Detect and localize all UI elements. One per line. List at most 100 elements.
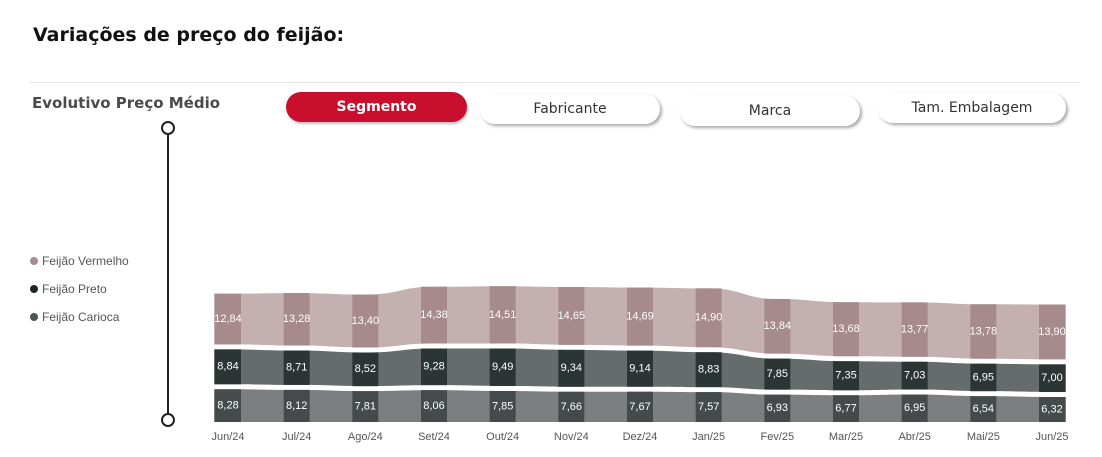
data-label-preto: 7,35 [835, 370, 856, 382]
tab-marca[interactable]: Marca [680, 96, 860, 126]
data-label-carioca: 8,28 [217, 400, 238, 412]
bar-feijao-carioca[interactable] [833, 395, 859, 422]
bar-feijao-preto[interactable] [421, 348, 447, 386]
tab-fabricante[interactable]: Fabricante [480, 94, 660, 124]
bar-feijao-preto[interactable] [695, 352, 722, 388]
bar-feijao-carioca[interactable] [901, 394, 928, 422]
data-label-preto: 8,84 [217, 361, 238, 373]
data-label-preto: 7,85 [767, 368, 788, 380]
bar-feijao-vermelho[interactable] [489, 286, 516, 344]
bar-feijao-vermelho[interactable] [833, 302, 859, 357]
bar-feijao-carioca[interactable] [1039, 397, 1065, 422]
x-tick-label: Jun/24 [211, 431, 244, 443]
data-label-carioca: 8,06 [423, 400, 444, 412]
bar-feijao-preto[interactable] [970, 363, 997, 392]
x-tick-label: Ago/24 [348, 431, 383, 443]
bar-feijao-vermelho[interactable] [695, 288, 722, 348]
legend-item-vermelho[interactable]: Feijão Vermelho [30, 247, 129, 275]
bar-feijao-vermelho[interactable] [627, 287, 653, 346]
x-tick-label: Abr/25 [898, 431, 930, 443]
legend-item-carioca[interactable]: Feijão Carioca [30, 303, 129, 331]
bar-feijao-carioca[interactable] [970, 396, 997, 422]
data-label-vermelho: 14,38 [420, 309, 448, 321]
data-label-vermelho: 12,84 [214, 313, 242, 325]
legend-dot-icon [30, 257, 38, 265]
bar-feijao-preto[interactable] [352, 352, 379, 387]
data-label-vermelho: 13,68 [832, 323, 860, 335]
bar-feijao-carioca[interactable] [352, 391, 379, 422]
data-label-preto: 7,03 [904, 370, 925, 382]
slider-handle-top[interactable] [161, 121, 175, 135]
legend-label: Feijão Preto [42, 282, 107, 296]
x-tick-label: Jul/24 [282, 431, 311, 443]
data-label-preto: 8,71 [286, 362, 307, 374]
bar-feijao-vermelho[interactable] [421, 286, 447, 344]
x-axis: Jun/24 Jul/24 Ago/24 Set/24 Out/24 Nov/24 Dez/… [211, 431, 1068, 443]
data-label-carioca: 7,57 [698, 401, 719, 413]
legend-dot-icon [30, 313, 38, 321]
bar-feijao-carioca[interactable] [489, 390, 516, 422]
data-label-vermelho: 14,90 [695, 312, 723, 324]
bar-feijao-preto[interactable] [627, 350, 653, 387]
bar-feijao-vermelho[interactable] [352, 294, 379, 348]
data-label-preto: 9,14 [629, 363, 650, 375]
data-label-carioca: 6,32 [1041, 403, 1062, 415]
tab-segmento[interactable]: Segmento [286, 92, 467, 122]
data-label-vermelho: 13,40 [352, 315, 380, 327]
x-tick-label: Fev/25 [761, 431, 795, 443]
data-label-preto: 9,28 [423, 361, 444, 373]
slider-handle-bottom[interactable] [161, 413, 175, 427]
page-title: Variações de preço do feijão: [33, 24, 345, 46]
bar-feijao-carioca[interactable] [421, 390, 447, 422]
data-label-carioca: 6,54 [973, 403, 994, 415]
x-tick-label: Set/24 [418, 431, 450, 443]
data-label-preto: 6,95 [973, 371, 994, 383]
data-label-vermelho: 14,51 [489, 309, 517, 321]
bar-feijao-preto[interactable] [833, 361, 859, 391]
bar-feijao-carioca[interactable] [558, 391, 585, 422]
chart-legend: Feijão Vermelho Feijão Preto Feijão Cari… [30, 247, 129, 331]
data-label-carioca: 6,95 [904, 402, 925, 414]
range-slider[interactable] [161, 121, 175, 427]
x-tick-label: Mar/25 [829, 431, 863, 443]
legend-label: Feijão Vermelho [42, 254, 129, 268]
data-label-carioca: 7,66 [561, 401, 582, 413]
data-label-vermelho: 13,77 [901, 323, 929, 335]
chart-title: Evolutivo Preço Médio [32, 94, 221, 112]
bar-feijao-carioca[interactable] [283, 389, 310, 422]
bar-feijao-preto[interactable] [558, 349, 585, 387]
data-label-vermelho: 13,28 [283, 313, 311, 325]
data-label-carioca: 8,12 [286, 400, 307, 412]
legend-item-preto[interactable]: Feijão Preto [30, 275, 129, 303]
data-label-carioca: 6,77 [835, 403, 856, 415]
bar-feijao-preto[interactable] [1039, 364, 1065, 393]
x-tick-label: Out/24 [486, 431, 519, 443]
bar-feijao-preto[interactable] [215, 349, 241, 385]
bar-feijao-vermelho[interactable] [558, 286, 585, 345]
data-label-vermelho: 14,69 [626, 310, 654, 322]
bar-feijao-carioca[interactable] [695, 392, 722, 422]
data-label-vermelho: 13,78 [970, 325, 998, 337]
bar-feijao-carioca[interactable] [215, 389, 241, 422]
data-label-vermelho: 13,84 [764, 320, 792, 332]
series-bars [215, 286, 1065, 422]
bar-feijao-vermelho[interactable] [283, 293, 310, 346]
bar-feijao-vermelho[interactable] [215, 293, 241, 345]
bar-feijao-carioca[interactable] [627, 391, 653, 422]
bar-feijao-vermelho[interactable] [901, 302, 928, 357]
bar-feijao-carioca[interactable] [764, 394, 791, 422]
data-label-preto: 8,83 [698, 364, 719, 376]
bar-feijao-preto[interactable] [489, 348, 516, 386]
data-label-carioca: 7,81 [355, 400, 376, 412]
bar-feijao-vermelho[interactable] [1039, 304, 1065, 360]
bar-feijao-vermelho[interactable] [970, 304, 997, 359]
bar-feijao-preto[interactable] [764, 358, 791, 390]
bar-feijao-preto[interactable] [283, 350, 310, 385]
data-label-vermelho: 13,90 [1038, 326, 1066, 338]
data-label-preto: 7,00 [1041, 372, 1062, 384]
data-label-carioca: 7,85 [492, 400, 513, 412]
bar-feijao-preto[interactable] [901, 361, 928, 390]
bar-feijao-vermelho[interactable] [764, 298, 791, 354]
tab-tam-embalagem[interactable]: Tam. Embalagem [878, 93, 1066, 123]
